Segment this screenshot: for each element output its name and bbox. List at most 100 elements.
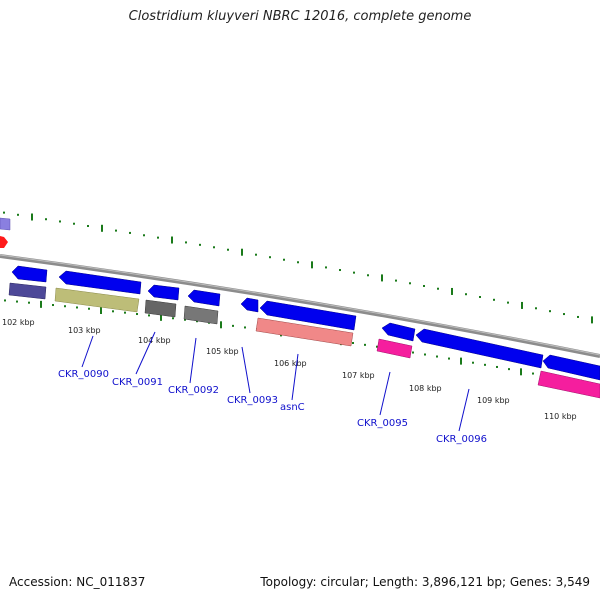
tick-mark (112, 310, 114, 313)
tick-mark (395, 279, 397, 282)
cds-arrow (259, 300, 357, 331)
outer-tick-ring (3, 211, 593, 324)
gene-label: CKR_0093 (227, 395, 278, 406)
category-bar-olive (54, 287, 140, 313)
tick-mark (484, 363, 486, 366)
tick-mark (185, 241, 187, 244)
tick-mark (244, 326, 246, 329)
genome-backbone-highlight (0, 254, 600, 356)
tick-mark (88, 307, 90, 310)
tick-mark (172, 317, 174, 320)
tick-mark (115, 229, 117, 232)
tick-mark (325, 266, 327, 269)
topology-text: Topology: circular; Length: 3,896,121 bp… (260, 575, 590, 589)
gene-leader-line (135, 331, 156, 375)
tick-mark (424, 353, 426, 356)
category-bar-gray (144, 299, 177, 318)
kbp-label-group: 102 kbp 103 kbp 104 kbp 105 kbp 106 kbp 107 k… (2, 318, 577, 421)
cds-arrow (240, 297, 259, 313)
gene-leader-line (189, 337, 197, 384)
tick-mark (269, 256, 271, 259)
feature-partial-left-lavender (0, 217, 11, 231)
gene-leader-line (458, 388, 470, 432)
tick-mark (52, 304, 54, 307)
kbp-label: 106 kbp (274, 359, 307, 368)
cds-arrow (187, 289, 221, 307)
gene-leader-line (291, 353, 299, 401)
tick-mark (45, 218, 47, 221)
tick-mark (184, 318, 186, 321)
tick-mark (64, 305, 66, 308)
gene-label: CKR_0095 (357, 418, 408, 429)
tick-mark (535, 307, 537, 310)
kbp-label: 109 kbp (477, 396, 510, 405)
tick-mark (577, 315, 579, 318)
tick-mark (4, 299, 6, 302)
tick-mark (87, 224, 89, 227)
map-title: Clostridium kluyveri NBRC 12016, complet… (128, 9, 472, 24)
tick-mark (367, 274, 369, 277)
cds-arrow (381, 322, 416, 342)
tick-mark (493, 298, 495, 301)
tick-mark (423, 284, 425, 287)
tick-mark (339, 269, 341, 272)
tick-mark (129, 231, 131, 234)
tick-mark (136, 313, 138, 316)
tick-mark (532, 372, 534, 375)
tick-mark (148, 314, 150, 317)
tick-mark (157, 236, 159, 239)
cds-arrow (58, 270, 142, 295)
cds-arrow (147, 284, 180, 301)
kbp-label: 110 kbp (544, 412, 577, 421)
kbp-label: 105 kbp (206, 347, 239, 356)
tick-mark (376, 345, 378, 348)
tick-mark (496, 365, 498, 368)
tick-mark (16, 300, 18, 303)
category-bar-slate (8, 282, 47, 300)
gene-label: CKR_0092 (168, 385, 219, 396)
tick-mark (437, 287, 439, 290)
tick-mark (353, 271, 355, 274)
tick-mark (479, 295, 481, 298)
kbp-label: 103 kbp (68, 326, 101, 335)
tick-mark (3, 211, 5, 214)
gene-leader-line (241, 346, 251, 394)
tick-mark (364, 343, 366, 346)
cds-arrow (415, 328, 544, 369)
category-bar-salmon (255, 317, 354, 347)
tick-mark (59, 220, 61, 223)
tick-mark (255, 253, 257, 256)
tick-mark (563, 313, 565, 316)
category-bar-magenta (537, 370, 600, 399)
tick-mark (448, 357, 450, 360)
tick-mark (549, 310, 551, 313)
accession-text: Accession: NC_011837 (9, 575, 146, 589)
tick-mark (196, 320, 198, 323)
tick-mark (143, 234, 145, 237)
tick-mark (213, 246, 215, 249)
tick-mark (76, 306, 78, 309)
category-bar-magenta (376, 338, 413, 359)
kbp-label: 104 kbp (138, 336, 171, 345)
tick-mark (352, 341, 354, 344)
tick-mark (507, 301, 509, 304)
tick-mark (297, 261, 299, 264)
tick-mark (124, 311, 126, 314)
tick-mark (283, 258, 285, 261)
tick-mark (472, 361, 474, 364)
cds-arrow (11, 265, 48, 283)
tick-mark (412, 351, 414, 354)
gene-label: CKR_0096 (436, 434, 487, 445)
tick-mark (227, 248, 229, 251)
category-bar-gray (183, 305, 219, 325)
gene-leader-line (81, 335, 94, 368)
kbp-label: 108 kbp (409, 384, 442, 393)
tick-mark (465, 293, 467, 296)
tick-mark (28, 301, 30, 304)
tick-mark (199, 243, 201, 246)
kbp-label: 107 kbp (342, 371, 375, 380)
feature-partial-left-red (0, 236, 8, 248)
gene-label: CKR_0091 (112, 377, 163, 388)
